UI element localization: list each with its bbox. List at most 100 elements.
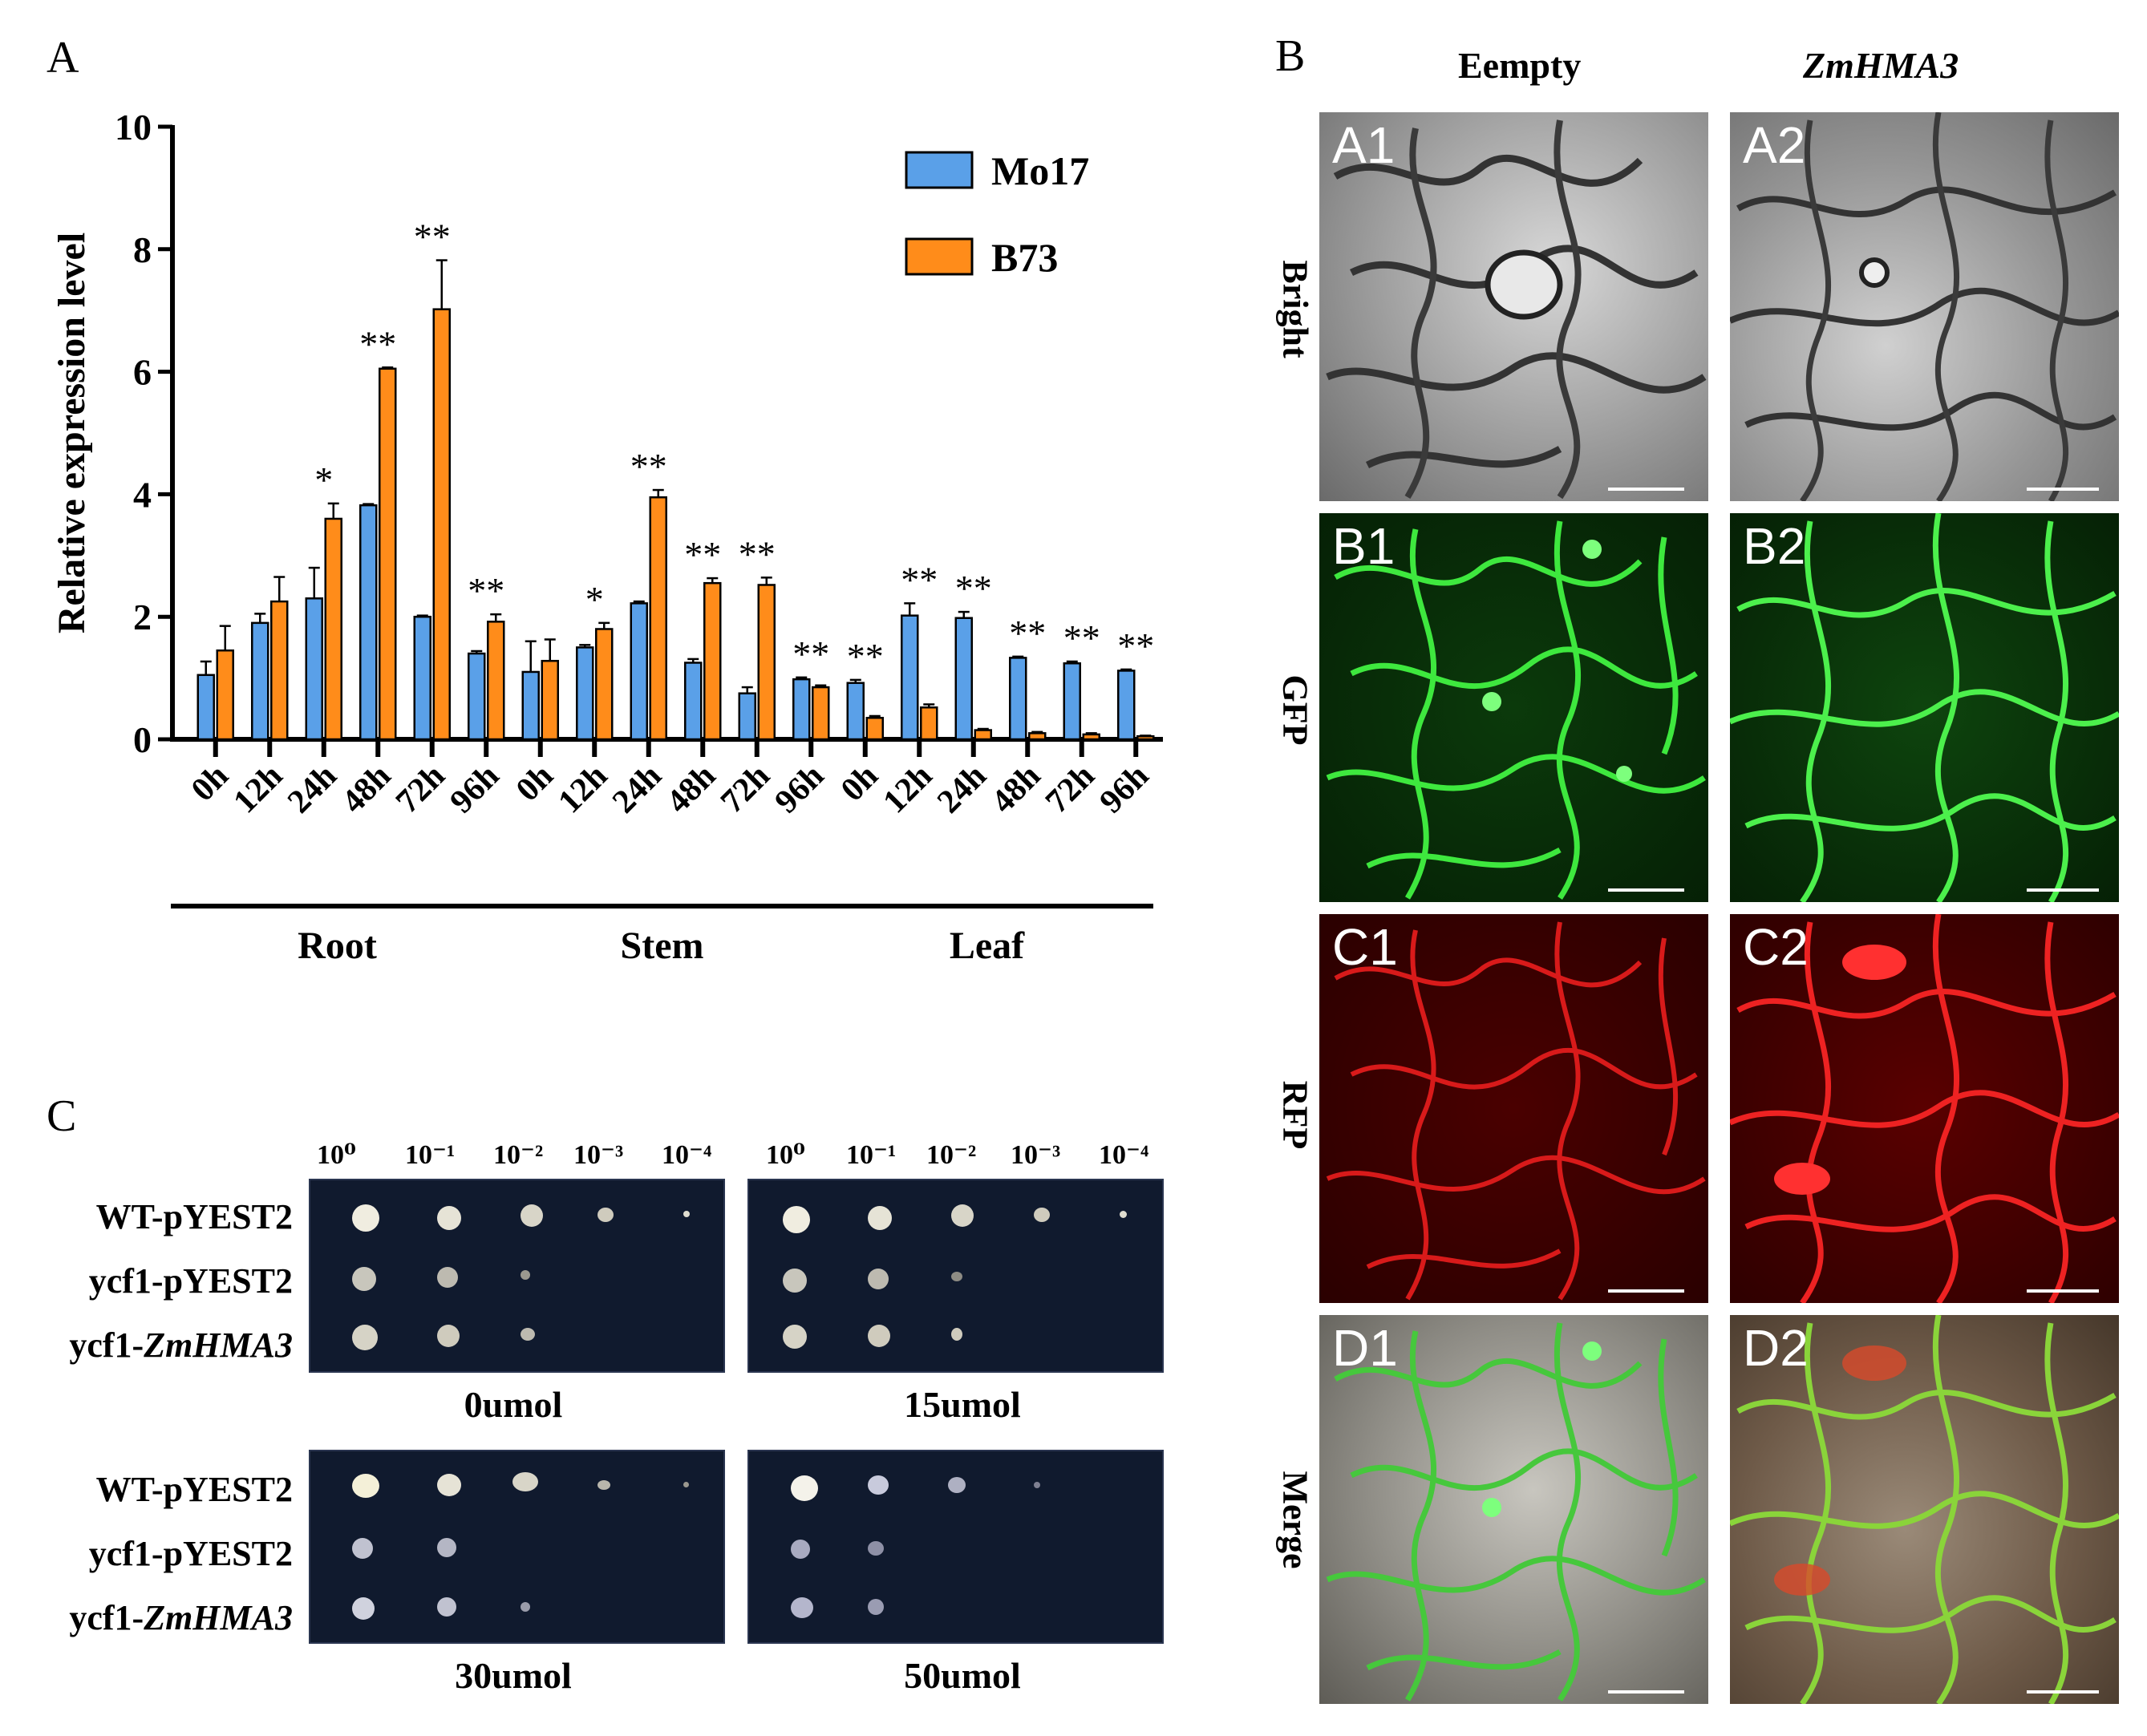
bar-b73 [270,600,289,741]
bar-b73 [649,496,667,741]
significance-mark: ** [1117,625,1154,666]
row-label-gfp: GFP [1275,674,1315,746]
legend-label: Mo17 [991,148,1089,193]
dilution-label: 10⁻⁴ [1099,1140,1149,1170]
x-tick-label: 0h [184,758,236,809]
significance-mark: ** [739,533,776,574]
bar-mo17 [630,602,648,741]
significance-mark: ** [792,633,829,674]
y-tick-label: 0 [133,719,152,760]
significance-mark: * [314,459,333,500]
dilution-label: 10⁻¹ [846,1140,897,1170]
x-tick-label: 72h [1039,758,1102,821]
legend-swatch [905,237,974,276]
significance-mark: ** [630,446,667,487]
micrograph-tag: D2 [1743,1319,1809,1377]
row-label-bright: Bright [1275,260,1315,358]
plate-50umol [747,1450,1164,1644]
bar-b73 [757,584,776,741]
column-header-empty: Eempty [1458,45,1582,86]
x-tick-label: 96h [444,758,507,821]
dilution-label: 10⁻² [493,1140,544,1170]
bar-b73 [379,367,397,741]
condition-label-0umol: 0umol [464,1384,563,1425]
x-tick-label: 96h [1093,758,1157,821]
x-tick-label: 0h [509,758,561,809]
row-label-rfp: RFP [1275,1080,1315,1150]
micrograph-tag: B1 [1332,517,1396,575]
bar-mo17 [305,597,323,741]
x-tick-label: 96h [768,758,832,821]
strain-label-wt: WT-pYEST2 [95,1197,293,1236]
dilution-label: 10⁻³ [1011,1140,1061,1170]
bar-b73 [812,686,830,741]
x-tick-label: 24h [606,758,669,821]
bar-mo17 [521,670,540,741]
x-tick-label: 0h [834,758,885,809]
micrograph-tag: A2 [1743,116,1806,174]
bar-mo17 [413,615,431,741]
column-header-zmhma3: ZmHMA3 [1803,45,1959,86]
micrograph-c2: C2 [1730,914,2119,1303]
x-tick-label: 48h [985,758,1048,821]
y-tick-label: 6 [133,352,152,393]
dilution-label: 10⁻¹ [405,1140,456,1170]
x-tick-label: 12h [227,758,290,821]
significance-mark: ** [1063,617,1100,658]
significance-mark: ** [1009,613,1046,654]
significance-mark: ** [359,323,396,364]
bar-mo17 [792,678,811,741]
y-tick-label: 8 [133,229,152,270]
dilution-label: 10⁻² [926,1140,977,1170]
y-axis-label: Relative expression level [51,233,93,633]
dilution-label: 10⁻⁴ [662,1140,712,1170]
micrograph-d2: D2 [1730,1315,2119,1704]
bar-b73 [487,621,505,741]
bar-mo17 [738,692,756,741]
bar-b73 [595,628,614,741]
bar-mo17 [954,617,973,741]
micrograph-tag: B2 [1743,517,1806,575]
micrograph-tag: C2 [1743,918,1809,976]
strain-label-ycf1: ycf1-pYEST2 [88,1261,293,1301]
x-tick-label: 72h [714,758,777,821]
x-tick-label: 48h [660,758,723,821]
bar-b73 [1082,733,1100,741]
bar-mo17 [196,674,215,741]
significance-mark: ** [414,216,451,257]
dilution-label: 10⁰ [766,1140,805,1170]
micrograph-tag: A1 [1332,116,1396,174]
plate-0umol [309,1179,725,1373]
micrograph-a1: A1 [1319,112,1708,501]
bar-mo17 [684,662,703,741]
bar-b73 [703,581,722,741]
dilution-label: 10⁻³ [573,1140,624,1170]
group-label: Leaf [950,925,1025,967]
panel-letter-b: B [1275,31,1306,81]
bar-b73 [324,517,342,741]
bar-mo17 [251,621,269,741]
significance-mark: ** [847,636,884,677]
bar-mo17 [901,614,919,741]
bar-b73 [974,729,992,741]
bar-mo17 [359,504,378,741]
bar-mo17 [1063,662,1081,741]
bar-mo17 [846,682,865,741]
bar-mo17 [1009,657,1027,741]
x-tick-label: 12h [552,758,615,821]
panel-letter-c: C [47,1091,77,1141]
bar-b73 [541,659,559,741]
significance-mark: ** [955,568,992,609]
bar-b73 [920,706,938,741]
plate-15umol [747,1179,1164,1373]
panel-letter-a: A [47,33,79,83]
micrograph-tag: D1 [1332,1319,1398,1377]
condition-label-15umol: 15umol [904,1384,1021,1425]
y-tick-label: 10 [115,107,152,148]
condition-label-30umol: 30umol [455,1655,572,1696]
micrograph-b2: B2 [1730,513,2119,902]
legend-label: B73 [991,235,1058,280]
x-tick-label: 12h [877,758,940,821]
bar-b73 [1028,732,1047,741]
